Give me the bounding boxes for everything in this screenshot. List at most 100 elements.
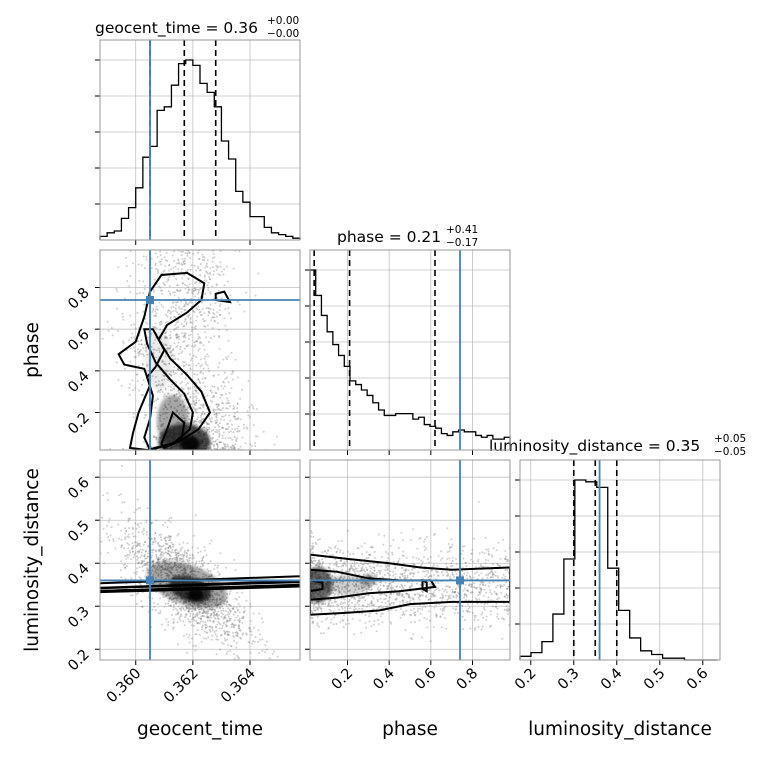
sample-point <box>200 358 203 361</box>
sample-point <box>204 355 207 358</box>
sample-point <box>220 408 223 411</box>
sample-point <box>173 329 176 332</box>
sample-point <box>368 612 371 615</box>
sample-point <box>185 363 188 366</box>
sample-point <box>406 581 409 584</box>
sample-point <box>142 543 145 546</box>
sample-point <box>183 364 186 367</box>
sample-point <box>154 550 157 553</box>
sample-point <box>197 349 200 352</box>
sample-point <box>197 337 200 340</box>
sample-point <box>334 614 337 617</box>
sample-point <box>153 290 155 293</box>
sample-point <box>228 431 231 434</box>
sample-point <box>224 639 227 642</box>
sample-point <box>185 345 188 348</box>
sample-point <box>166 552 169 555</box>
sample-point <box>164 331 167 334</box>
sample-point <box>112 540 115 542</box>
sample-point <box>223 446 226 449</box>
sample-point <box>190 357 193 360</box>
sample-point <box>169 544 172 547</box>
sample-point <box>390 609 393 611</box>
sample-point <box>199 617 202 620</box>
sample-point <box>138 343 140 346</box>
sample-point <box>428 619 431 622</box>
sample-point <box>354 572 357 575</box>
sample-point <box>140 264 143 267</box>
sample-point <box>386 585 389 588</box>
sample-point <box>193 386 196 389</box>
sample-point <box>423 556 425 559</box>
sample-point <box>108 517 111 520</box>
sample-point <box>194 327 197 330</box>
sample-point <box>232 608 235 610</box>
sample-point <box>161 551 164 554</box>
sample-point <box>176 556 179 559</box>
sample-point <box>193 345 196 348</box>
sample-point <box>225 603 228 606</box>
sample-point <box>340 597 343 600</box>
sample-point <box>197 305 200 308</box>
sample-point <box>421 608 424 611</box>
sample-point <box>371 595 374 598</box>
sample-point <box>195 269 197 272</box>
sample-point <box>235 634 238 637</box>
sample-point <box>183 340 186 343</box>
sample-point <box>209 273 212 276</box>
sample-point <box>205 279 208 282</box>
sample-point <box>229 294 232 297</box>
sample-point <box>387 609 390 612</box>
sample-point <box>130 558 132 561</box>
sample-point <box>181 373 184 375</box>
sample-point <box>495 602 498 605</box>
sample-point <box>218 412 221 415</box>
title-text: geocent_time = 0.36 <box>95 19 258 38</box>
sample-point <box>223 616 226 619</box>
sample-point <box>152 309 155 312</box>
sample-point <box>432 565 435 568</box>
sample-point <box>222 446 224 449</box>
sample-point <box>217 617 220 620</box>
sample-point <box>222 407 225 410</box>
sample-point <box>335 560 338 563</box>
sample-point <box>203 357 206 360</box>
sample-point <box>328 554 331 557</box>
sample-point <box>210 638 213 641</box>
sample-point <box>312 546 315 549</box>
sample-point <box>146 567 148 570</box>
sample-point <box>421 590 424 593</box>
sample-point <box>168 263 171 266</box>
sample-point <box>211 627 214 630</box>
sample-point <box>180 268 183 271</box>
sample-point <box>164 521 167 524</box>
sample-point <box>141 363 144 366</box>
sample-point <box>180 605 183 608</box>
sample-point <box>453 591 456 593</box>
sample-point <box>233 558 236 561</box>
sample-point <box>205 420 207 423</box>
sample-point <box>238 629 241 632</box>
sample-point <box>439 608 442 611</box>
sample-point <box>212 394 215 397</box>
sample-point <box>180 557 183 560</box>
sample-point <box>380 612 383 615</box>
sample-point <box>186 315 189 318</box>
sample-point <box>211 285 214 288</box>
sample-point <box>316 606 319 609</box>
sample-point <box>235 634 238 637</box>
histogram-luminosity-distance <box>515 459 721 665</box>
sample-point <box>237 430 240 433</box>
sample-point <box>224 356 227 359</box>
sample-point <box>138 389 141 392</box>
sample-point <box>226 634 229 637</box>
sample-point <box>410 572 413 575</box>
sample-point <box>490 599 492 602</box>
sample-point <box>175 558 178 561</box>
sample-point <box>150 537 153 540</box>
sample-point <box>233 415 236 418</box>
sample-point <box>159 250 162 253</box>
sample-point <box>177 554 180 557</box>
sample-point <box>226 620 229 623</box>
sample-point <box>136 498 139 501</box>
